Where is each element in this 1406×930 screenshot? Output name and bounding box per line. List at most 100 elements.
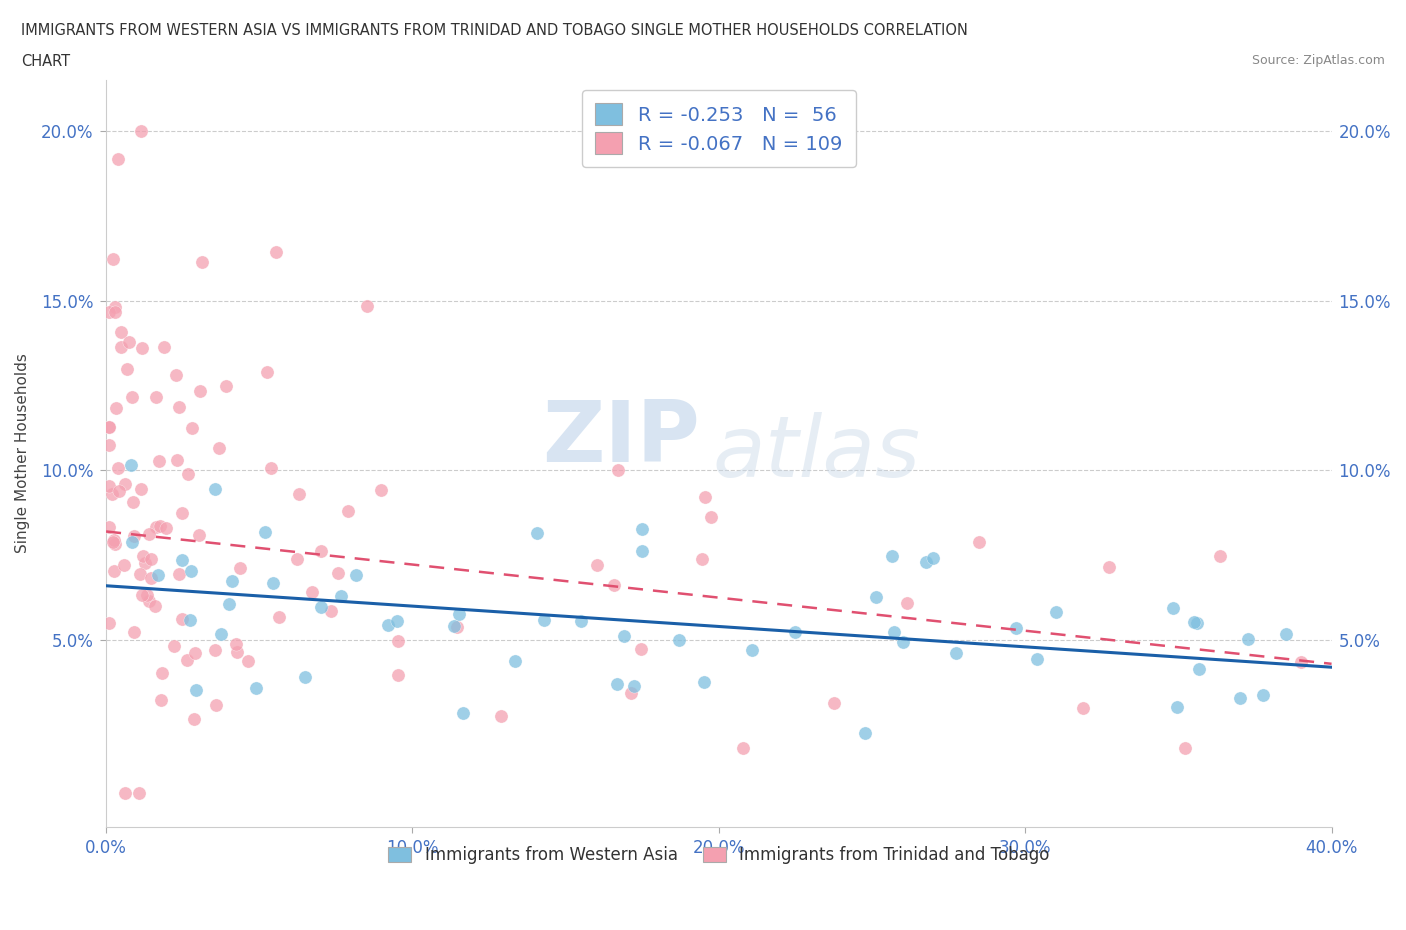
- Point: [865, 590, 887, 604]
- Point: [98, 419, 121, 434]
- Point: [101, 486, 124, 501]
- Point: [922, 551, 945, 565]
- Point: [98, 616, 121, 631]
- Point: [98, 479, 121, 494]
- Point: [153, 339, 176, 354]
- Point: [260, 461, 283, 476]
- Point: [447, 607, 470, 622]
- Point: [184, 645, 207, 660]
- Point: [1166, 699, 1188, 714]
- Point: [170, 552, 193, 567]
- Point: [387, 668, 409, 683]
- Point: [110, 339, 132, 354]
- Point: [356, 299, 378, 313]
- Y-axis label: Single Mother Households: Single Mother Households: [15, 353, 30, 553]
- Point: [1174, 741, 1197, 756]
- Point: [1098, 560, 1121, 575]
- Point: [141, 552, 163, 567]
- Point: [180, 564, 202, 578]
- Point: [451, 706, 474, 721]
- Point: [129, 482, 152, 497]
- Point: [204, 482, 226, 497]
- Point: [177, 467, 200, 482]
- Point: [163, 638, 186, 653]
- Point: [183, 711, 205, 726]
- Point: [1161, 601, 1184, 616]
- Point: [309, 600, 332, 615]
- Point: [1236, 631, 1258, 646]
- Point: [853, 725, 876, 740]
- Point: [569, 614, 592, 629]
- Text: CHART: CHART: [21, 54, 70, 69]
- Point: [1274, 627, 1296, 642]
- Point: [692, 675, 714, 690]
- Point: [967, 535, 990, 550]
- Text: Source: ZipAtlas.com: Source: ZipAtlas.com: [1251, 54, 1385, 67]
- Point: [121, 535, 143, 550]
- Point: [205, 698, 228, 712]
- Point: [269, 610, 291, 625]
- Point: [110, 325, 132, 339]
- Point: [145, 598, 167, 613]
- Point: [149, 519, 172, 534]
- Point: [129, 566, 152, 581]
- Point: [139, 571, 162, 586]
- Point: [256, 365, 278, 379]
- Point: [733, 741, 755, 756]
- Point: [107, 152, 129, 166]
- Point: [187, 528, 209, 543]
- Point: [503, 654, 526, 669]
- Point: [1045, 604, 1067, 619]
- Point: [443, 618, 465, 633]
- Point: [165, 368, 187, 383]
- Point: [370, 483, 392, 498]
- Point: [377, 618, 399, 632]
- Point: [98, 419, 121, 434]
- Point: [785, 625, 807, 640]
- Point: [1182, 614, 1205, 629]
- Point: [134, 555, 156, 570]
- Point: [883, 625, 905, 640]
- Point: [446, 619, 468, 634]
- Point: [129, 124, 152, 139]
- Point: [132, 549, 155, 564]
- Point: [294, 670, 316, 684]
- Point: [1209, 549, 1232, 564]
- Point: [606, 676, 628, 691]
- Point: [891, 634, 914, 649]
- Point: [602, 578, 624, 592]
- Point: [1289, 655, 1312, 670]
- Point: [101, 535, 124, 550]
- Point: [882, 549, 904, 564]
- Point: [215, 379, 238, 393]
- Point: [1229, 690, 1251, 705]
- Point: [607, 463, 630, 478]
- Point: [101, 252, 124, 267]
- Point: [262, 576, 284, 591]
- Point: [170, 506, 193, 521]
- Point: [945, 645, 967, 660]
- Point: [285, 551, 308, 566]
- Point: [145, 519, 167, 534]
- Point: [108, 484, 131, 498]
- Point: [245, 681, 267, 696]
- Point: [337, 504, 360, 519]
- Point: [1004, 620, 1026, 635]
- Point: [692, 551, 714, 566]
- Point: [191, 254, 214, 269]
- Point: [326, 565, 349, 580]
- Text: IMMIGRANTS FROM WESTERN ASIA VS IMMIGRANTS FROM TRINIDAD AND TOBAGO SINGLE MOTHE: IMMIGRANTS FROM WESTERN ASIA VS IMMIGRAN…: [21, 23, 967, 38]
- Point: [190, 384, 212, 399]
- Legend: Immigrants from Western Asia, Immigrants from Trinidad and Tobago: Immigrants from Western Asia, Immigrants…: [381, 839, 1056, 870]
- Text: ZIP: ZIP: [541, 397, 700, 480]
- Point: [264, 245, 287, 259]
- Point: [155, 521, 177, 536]
- Point: [184, 683, 207, 698]
- Point: [229, 561, 252, 576]
- Point: [98, 437, 121, 452]
- Point: [120, 458, 142, 472]
- Point: [915, 554, 938, 569]
- Point: [128, 785, 150, 800]
- Point: [823, 695, 845, 710]
- Point: [114, 785, 136, 800]
